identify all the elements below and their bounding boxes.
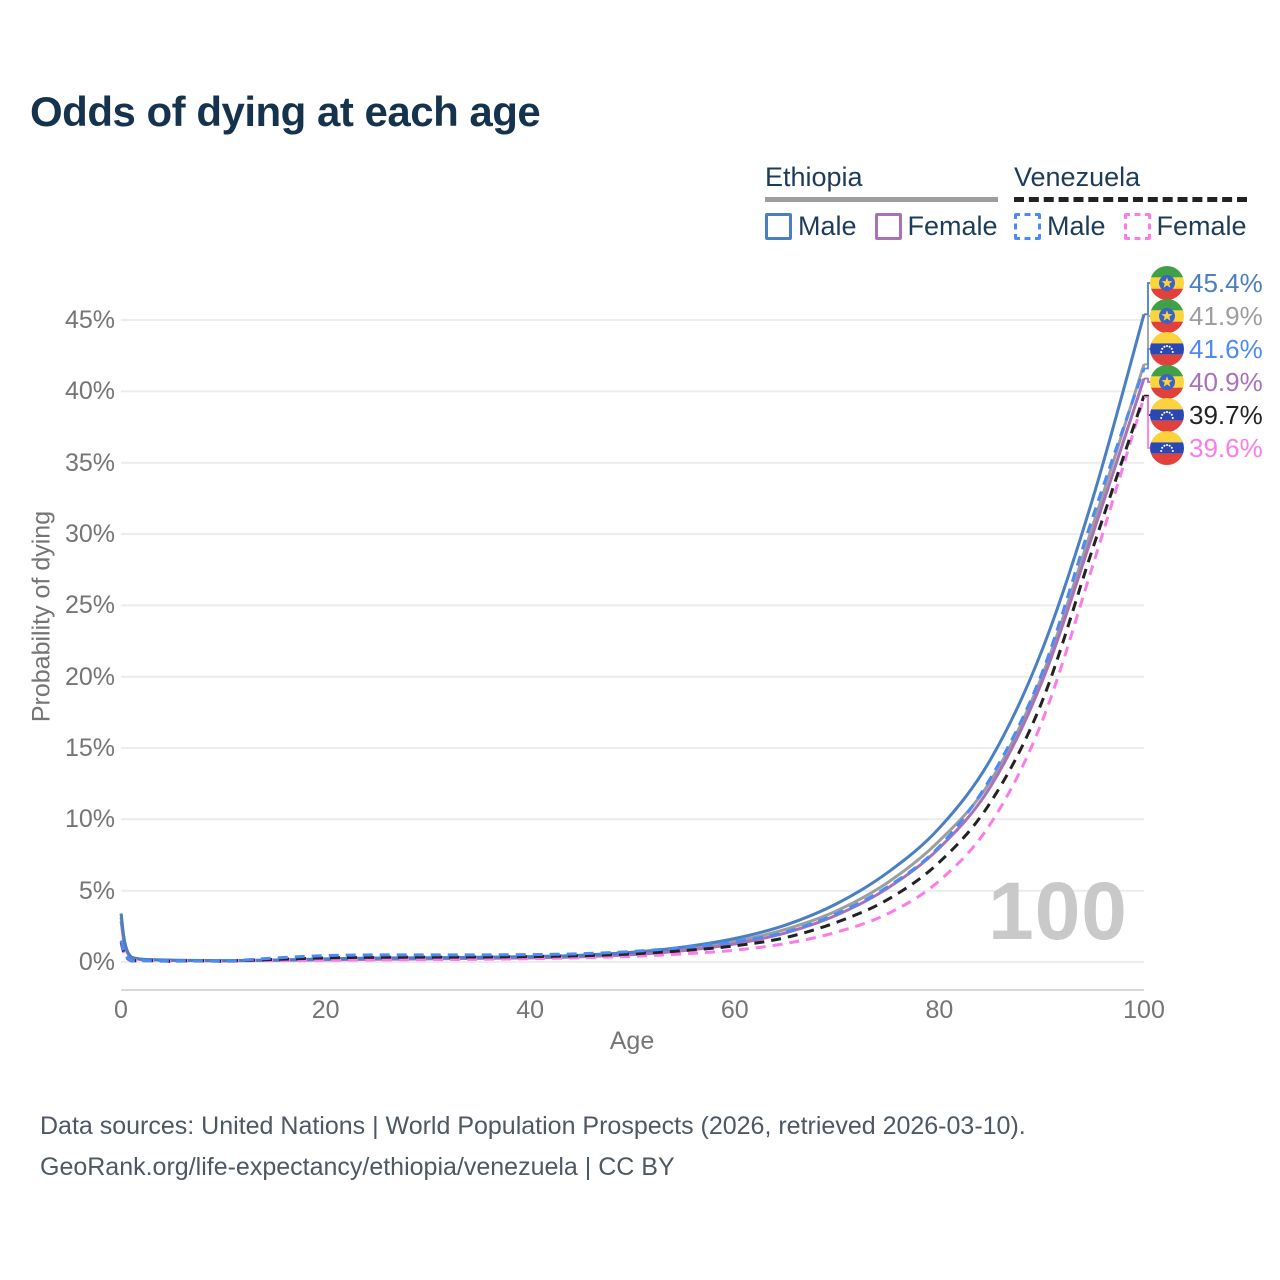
x-axis-title: Age	[609, 1027, 655, 1055]
y-tick-label: 5%	[78, 876, 115, 905]
y-tick-label: 20%	[64, 662, 115, 691]
end-label-value: 39.7%	[1189, 399, 1263, 430]
venezuela-flag-icon	[1150, 431, 1184, 465]
series-line-venezuela-male	[119, 368, 1146, 963]
venezuela-female-checkbox[interactable]	[1123, 213, 1151, 240]
legend-item-ethiopia-male[interactable]: Male	[765, 211, 857, 242]
venezuela-male-checkbox[interactable]	[1014, 213, 1041, 240]
end-label-ethiopia-male: 45.4%	[1150, 266, 1263, 300]
y-tick-label: 30%	[64, 520, 115, 549]
legend-group-venezuela: Venezuela Male Female	[1014, 162, 1247, 242]
legend-item-ethiopia-female[interactable]: Female	[874, 211, 998, 242]
x-tick-label: 100	[1123, 996, 1165, 1024]
end-label-venezuela: 39.7%	[1150, 398, 1263, 432]
venezuela-line-style-swatch	[1014, 197, 1247, 202]
age-watermark: 100	[988, 866, 1128, 957]
y-tick-label: 40%	[64, 377, 115, 406]
end-label-venezuela-female: 39.6%	[1150, 431, 1263, 465]
legend-group-ethiopia: Ethiopia Male Female	[765, 162, 998, 242]
end-label-value: 45.4%	[1189, 267, 1263, 298]
legend-venezuela-label: Venezuela	[1014, 162, 1141, 192]
y-tick-label: 0%	[78, 948, 115, 976]
x-tick-label: 40	[516, 996, 545, 1024]
end-label-value: 41.6%	[1189, 333, 1263, 364]
end-label-ethiopia-female: 40.9%	[1150, 365, 1263, 399]
data-sources-text: Data sources: United Nations | World Pop…	[40, 1112, 1026, 1140]
ethiopia-flag-icon	[1150, 299, 1184, 333]
end-label-venezuela-male: 41.6%	[1150, 332, 1263, 366]
y-tick-label: 10%	[64, 805, 115, 834]
x-tick-label: 0	[114, 996, 128, 1024]
legend-item-label: Female	[907, 211, 998, 241]
legend-item-label: Female	[1156, 211, 1247, 241]
end-label-value: 41.9%	[1189, 300, 1263, 331]
y-tick-label: 25%	[64, 591, 115, 620]
y-tick-label: 35%	[64, 448, 115, 477]
end-label-value: 40.9%	[1189, 366, 1263, 397]
ethiopia-flag-icon	[1150, 266, 1184, 300]
ethiopia-female-checkbox[interactable]	[874, 213, 902, 240]
y-tick-label: 15%	[64, 734, 115, 762]
venezuela-flag-icon	[1150, 332, 1184, 366]
ethiopia-line-style-swatch	[765, 197, 998, 202]
y-tick-label: 45%	[64, 306, 115, 335]
legend-item-label: Male	[1047, 211, 1106, 241]
legend-item-venezuela-female[interactable]: Female	[1123, 211, 1247, 242]
venezuela-flag-icon	[1150, 398, 1184, 432]
ethiopia-male-checkbox[interactable]	[765, 213, 792, 240]
x-tick-label: 60	[720, 996, 749, 1024]
x-tick-label: 80	[925, 996, 954, 1024]
footer: Data sources: United Nations | World Pop…	[40, 1106, 1026, 1188]
ethiopia-flag-icon	[1150, 365, 1184, 399]
legend-item-venezuela-male[interactable]: Male	[1014, 211, 1106, 242]
legend-ethiopia-label: Ethiopia	[765, 162, 863, 192]
x-tick-label: 20	[311, 996, 340, 1024]
page-title: Odds of dying at each age	[30, 88, 541, 135]
series-line-ethiopia-male	[119, 313, 1146, 963]
end-label-ethiopia: 41.9%	[1150, 299, 1263, 333]
legend-item-label: Male	[798, 211, 857, 241]
end-label-value: 39.6%	[1189, 432, 1263, 463]
attribution-text: GeoRank.org/life-expectancy/ethiopia/ven…	[40, 1153, 675, 1181]
